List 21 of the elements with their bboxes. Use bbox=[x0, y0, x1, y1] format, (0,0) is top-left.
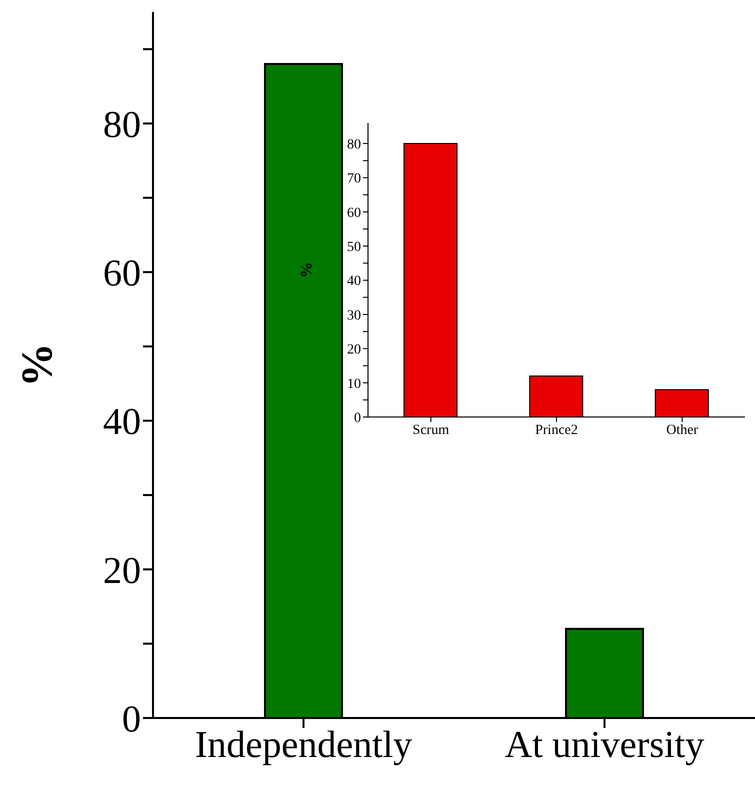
y-tick-label: 50 bbox=[347, 240, 361, 256]
y-tick-label: 0 bbox=[354, 410, 361, 426]
y-tick-label: 60 bbox=[103, 252, 141, 295]
x-tick-label: Prince2 bbox=[535, 422, 578, 438]
x-tick-label: Other bbox=[666, 422, 698, 438]
y-tick-label: 60 bbox=[347, 206, 361, 221]
y-axis-title: % bbox=[12, 343, 62, 387]
y-tick-label: 70 bbox=[347, 172, 361, 187]
x-tick-label: At university bbox=[504, 724, 704, 766]
y-tick-label: 40 bbox=[103, 401, 141, 444]
x-tick-label: Independently bbox=[194, 724, 412, 766]
y-tick-label: 80 bbox=[103, 104, 141, 146]
y-tick-label: 10 bbox=[347, 376, 361, 392]
x-tick-label: Scrum bbox=[412, 422, 450, 438]
y-tick-label: 40 bbox=[347, 274, 361, 290]
y-tick-label: 20 bbox=[103, 550, 141, 592]
y-tick-label: 0 bbox=[122, 698, 141, 740]
y-tick-label: 80 bbox=[347, 137, 361, 152]
y-tick-label: 30 bbox=[347, 308, 361, 324]
y-tick-label: 20 bbox=[347, 342, 361, 358]
y-axis-title: % bbox=[298, 262, 316, 278]
